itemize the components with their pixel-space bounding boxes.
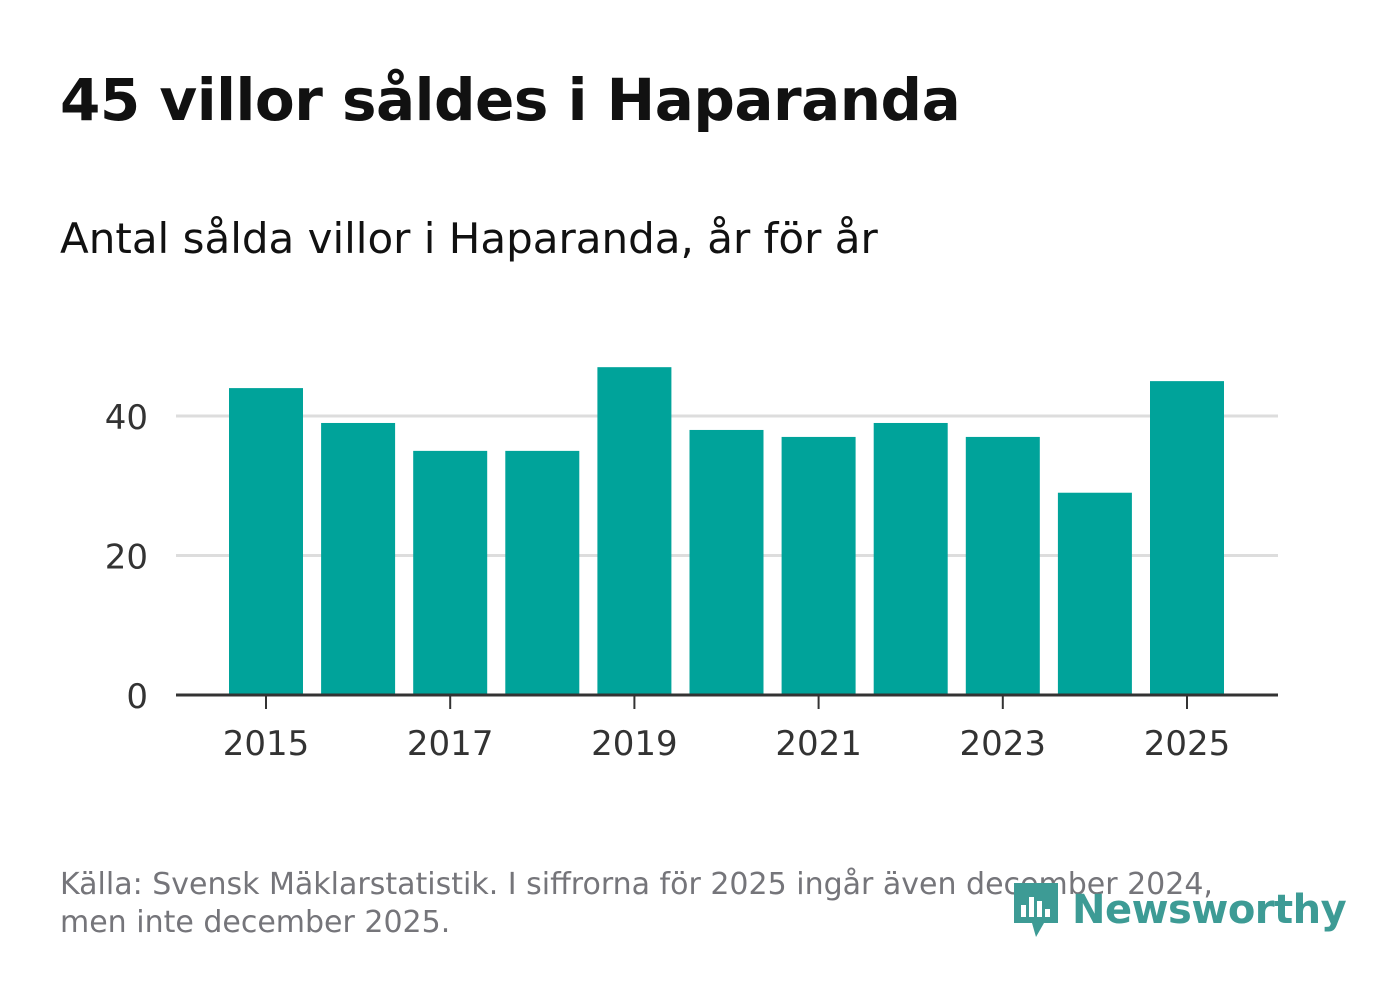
bar-2023 [965, 436, 1040, 695]
x-tick-label-2023: 2023 [960, 724, 1047, 764]
y-tick-label-20: 20 [105, 538, 148, 578]
newsworthy-logo-icon [1014, 883, 1058, 937]
bar-2024 [1057, 492, 1132, 695]
bar-2015 [229, 388, 303, 695]
bar-2019 [597, 367, 672, 695]
logo-text: Newsworthy [1072, 887, 1347, 933]
bar-2018 [505, 450, 580, 695]
bar-2021 [781, 436, 856, 695]
newsworthy-logo: Newsworthy [1010, 878, 1347, 942]
source-line-2: men inte december 2025. [60, 905, 451, 940]
y-tick-label-40: 40 [105, 398, 148, 438]
bar-2022 [873, 422, 948, 695]
bar-2016 [321, 422, 396, 695]
bar-2020 [689, 429, 764, 695]
chart-title: 45 villor såldes i Haparanda [60, 66, 961, 134]
x-tick-label-2025: 2025 [1144, 724, 1231, 764]
x-tick-label-2019: 2019 [591, 724, 678, 764]
y-tick-label-0: 0 [126, 677, 148, 717]
x-tick-label-2015: 2015 [223, 724, 310, 764]
bar-2017 [413, 450, 488, 695]
x-tick-label-2021: 2021 [775, 724, 862, 764]
bar-2025 [1150, 381, 1224, 695]
chart-subtitle: Antal sålda villor i Haparanda, år för å… [60, 214, 878, 263]
x-tick-label-2017: 2017 [407, 724, 494, 764]
